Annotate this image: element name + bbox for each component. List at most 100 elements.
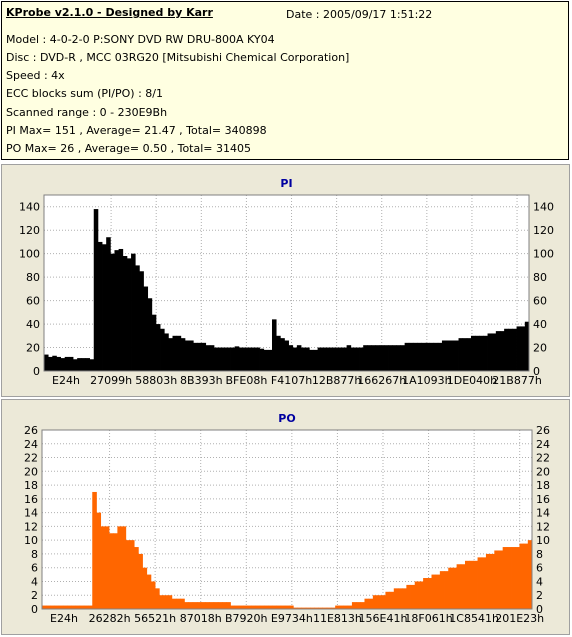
data-bar [58,605,64,609]
data-bar [371,345,377,371]
data-bar [502,547,508,609]
data-bar [167,595,173,609]
data-bar [259,348,265,371]
data-bar [238,347,244,371]
data-bar [234,346,240,371]
data-bar [425,342,430,371]
data-bar [481,557,487,609]
data-bar [498,550,504,609]
data-bar [377,595,382,609]
data-bar [88,605,93,609]
data-bar [392,345,397,371]
x-tick-label: 156E41h [359,612,408,625]
data-bar [73,359,78,371]
data-bar [450,340,455,371]
data-bar [238,605,244,609]
data-bar [508,328,513,371]
data-bar [318,607,323,609]
data-bar [381,595,386,609]
data-bar [444,571,449,609]
data-bar [404,342,410,371]
y-tick-right: 8 [536,548,543,561]
data-bar [110,253,115,371]
data-bar [280,338,285,371]
data-bar [155,324,161,371]
data-bar [143,286,149,371]
ecc-blocks: ECC blocks sum (PI/PO) : 8/1 [6,87,163,100]
data-bar [172,335,178,371]
x-tick-label: F4107h [271,374,312,387]
x-tick-label: E9734h [271,612,313,625]
data-bar [56,356,61,371]
data-bar [491,333,497,371]
y-tick-left: 60 [26,295,40,308]
data-bar [230,347,236,371]
data-bar [226,602,231,609]
data-bar [301,347,306,371]
data-bar [470,335,476,371]
data-bar [184,602,189,609]
y-tick-right: 0 [536,603,543,616]
y-tick-left: 2 [31,589,38,602]
data-bar [213,602,219,609]
data-bar [347,605,353,609]
y-tick-right: 120 [533,224,554,237]
data-bar [234,605,240,609]
y-tick-right: 24 [536,438,550,451]
data-bar [452,567,458,609]
y-tick-right: 22 [536,452,550,465]
data-bar [131,253,136,371]
data-bar [339,605,344,609]
data-bar [396,345,401,371]
data-bar [79,605,85,609]
data-bar [511,547,516,609]
plot-border [43,194,530,372]
data-bar [192,602,198,609]
y-tick-right: 16 [536,493,550,506]
data-bar [209,345,215,371]
app-title: KProbe v2.1.0 - Designed by Karr [6,6,213,19]
data-bar [524,321,530,371]
data-bar [135,265,140,371]
data-bar [205,602,210,609]
data-bar [346,345,352,371]
data-bar [222,347,227,371]
data-bar [313,349,318,371]
data-bar [46,605,51,609]
data-bar [155,588,160,609]
y-tick-right: 0 [533,365,540,378]
data-bar [117,526,122,609]
data-bar [71,605,76,609]
y-tick-left: 10 [24,534,38,547]
data-bar [268,605,273,609]
data-bar [389,591,395,609]
x-tick-label: 11E813h [313,612,362,625]
data-bar [93,209,99,371]
data-bar [464,560,470,609]
y-tick-right: 80 [533,271,547,284]
data-bar [247,605,252,609]
pi-chart-panel: PI 0 0 20 20 40 40 60 60 80 80 100 100 120 120 140 140 E2… [1,164,570,397]
x-tick-label: 1DE040h [447,374,497,387]
y-tick-right: 26 [536,424,550,437]
data-bar [100,526,106,609]
y-tick-left: 0 [31,603,38,616]
x-tick-label: E24h [52,374,80,387]
y-tick-left: 14 [24,507,38,520]
data-bar [499,331,505,371]
data-bar [255,605,261,609]
data-bar [462,338,468,371]
data-bar [473,560,478,609]
data-bar [251,605,256,609]
data-bar [297,607,303,609]
data-bar [201,602,206,609]
data-bar [160,328,165,371]
data-bar [506,547,512,609]
data-bar [469,560,474,609]
x-tick-label: 87018h [180,612,222,625]
data-bar [146,574,152,609]
data-bar [360,602,365,609]
data-bar [163,595,169,609]
data-bar [118,248,124,371]
